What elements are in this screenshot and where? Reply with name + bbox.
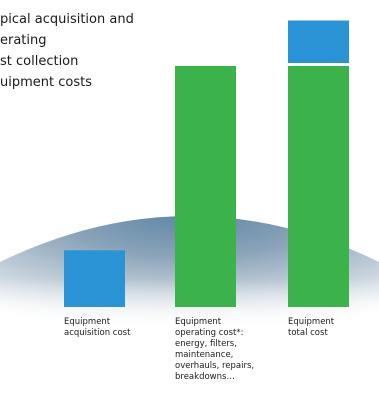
category-label-line: breakdowns… (175, 372, 235, 382)
category-label-line: overhauls, repairs, (175, 361, 254, 371)
bar-operating-operating-segment (175, 66, 236, 307)
category-label-line: Equipment (175, 317, 222, 327)
chart-title-line: uipment costs (0, 75, 92, 90)
chart-title-line: st collection (0, 54, 78, 69)
chart-title: pical acquisition and erating st collect… (0, 12, 138, 90)
chart-title-line: pical acquisition and (0, 12, 134, 27)
category-label-line: Equipment (64, 317, 111, 327)
category-label-total: Equipment total cost (288, 317, 335, 338)
category-label-line: maintenance, (175, 350, 233, 360)
chart-title-line: erating (0, 33, 47, 48)
bars-layer (64, 20, 349, 307)
bar-acquisition-acquisition-segment (64, 250, 125, 307)
bar-total-acquisition-segment (288, 20, 349, 63)
category-label-operating: Equipment operating cost*: energy, filte… (175, 317, 254, 382)
category-label-line: total cost (288, 328, 328, 338)
category-label-line: energy, filters, (175, 339, 237, 349)
category-label-acquisition: Equipment acquisition cost (64, 317, 131, 338)
category-label-line: acquisition cost (64, 328, 131, 338)
category-label-line: operating cost*: (175, 328, 243, 338)
category-label-line: Equipment (288, 317, 335, 327)
bar-total-operating-segment (288, 66, 349, 307)
